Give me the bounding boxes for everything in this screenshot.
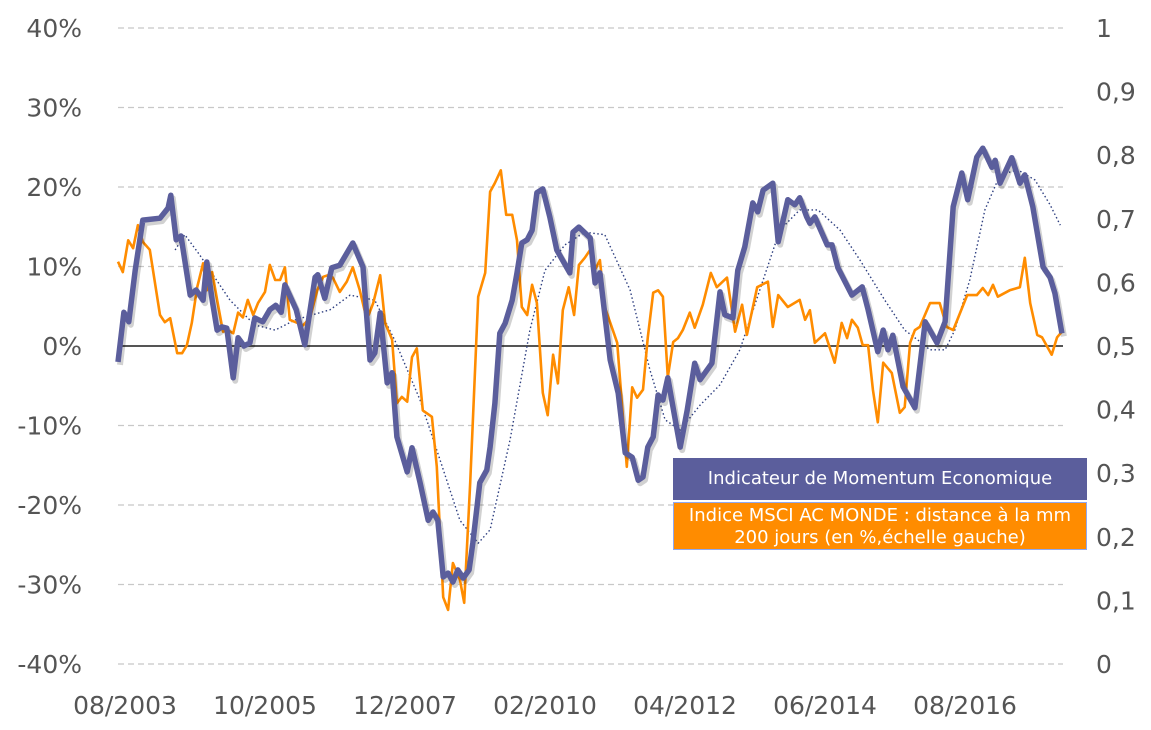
right-tick-label: 0 bbox=[1096, 650, 1112, 679]
left-tick-label: -30% bbox=[17, 571, 82, 600]
left-tick-label: 30% bbox=[26, 94, 82, 123]
legend-item-msci: Indice MSCI AC MONDE : distance à la mm … bbox=[673, 502, 1087, 550]
x-tick-label: 12/2007 bbox=[353, 691, 457, 720]
legend-label-momentum: Indicateur de Momentum Economique bbox=[707, 468, 1053, 489]
left-tick-label: 10% bbox=[26, 253, 82, 282]
legend-item-momentum: Indicateur de Momentum Economique bbox=[673, 458, 1087, 500]
left-axis-tick-labels: 40% 30% 20% 10% 0% -10% -20% -30% -40% bbox=[17, 14, 82, 679]
right-tick-label: 0,3 bbox=[1096, 459, 1136, 488]
left-tick-label: -40% bbox=[17, 650, 82, 679]
x-tick-label: 10/2005 bbox=[213, 691, 317, 720]
left-tick-label: 20% bbox=[26, 173, 82, 202]
x-axis-tick-labels: 08/2003 10/2005 12/2007 02/2010 04/2012 06/20… bbox=[73, 691, 1017, 720]
left-tick-label: -20% bbox=[17, 491, 82, 520]
right-tick-label: 0,1 bbox=[1096, 586, 1136, 615]
left-tick-label: -10% bbox=[17, 412, 82, 441]
right-tick-label: 1 bbox=[1096, 14, 1112, 43]
legend-label-msci: Indice MSCI AC MONDE : distance à la mm … bbox=[688, 505, 1072, 548]
x-tick-label: 06/2014 bbox=[773, 691, 877, 720]
right-tick-label: 0,9 bbox=[1096, 78, 1136, 107]
x-tick-label: 04/2012 bbox=[633, 691, 737, 720]
right-tick-label: 0,7 bbox=[1096, 205, 1136, 234]
right-tick-label: 0,2 bbox=[1096, 523, 1136, 552]
momentum-indicator-line bbox=[115, 145, 1065, 585]
right-tick-label: 0,5 bbox=[1096, 332, 1136, 361]
msci-distance-line bbox=[116, 169, 1063, 612]
series-lines bbox=[115, 145, 1067, 612]
gridlines bbox=[118, 27, 1063, 665]
x-tick-label: 08/2016 bbox=[913, 691, 1017, 720]
x-tick-label: 02/2010 bbox=[493, 691, 597, 720]
x-tick-label: 08/2003 bbox=[73, 691, 177, 720]
right-axis-tick-labels: 1 0,9 0,8 0,7 0,6 0,5 0,4 0,3 0,2 0,1 0 bbox=[1096, 14, 1136, 679]
right-tick-label: 0,6 bbox=[1096, 268, 1136, 297]
left-tick-label: 40% bbox=[26, 14, 82, 43]
right-tick-label: 0,8 bbox=[1096, 141, 1136, 170]
right-tick-label: 0,4 bbox=[1096, 396, 1136, 425]
left-tick-label: 0% bbox=[42, 332, 82, 361]
